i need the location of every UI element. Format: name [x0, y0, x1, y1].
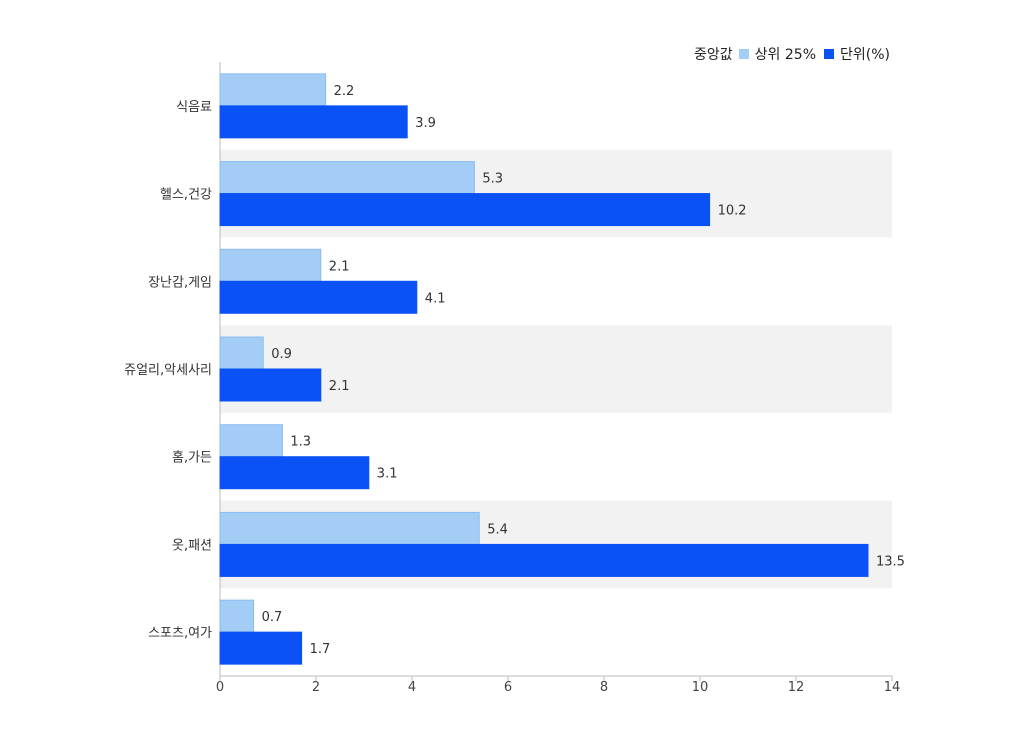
- bar-unit-0: [219, 105, 408, 139]
- chart-legend: 중앙값 상위 25% 단위(%): [694, 44, 896, 64]
- data-label-unit-5: 13.5: [876, 554, 905, 569]
- bar-top25-2: [219, 248, 322, 282]
- category-label-1: 헬스,건강: [160, 188, 212, 203]
- bar-unit-4: [219, 456, 370, 490]
- bar-top25-1: [219, 161, 475, 195]
- x-tick-label-2: 2: [312, 680, 320, 695]
- x-tick-label-6: 6: [504, 680, 512, 695]
- category-label-5: 옷,패션: [172, 538, 212, 553]
- bar-unit-3: [219, 368, 322, 402]
- bar-unit-5: [219, 543, 869, 577]
- data-label-top25-2: 2.1: [329, 259, 350, 274]
- legend-swatch-top25: [738, 49, 749, 59]
- category-label-2: 장난감,게임: [148, 275, 212, 290]
- bar-top25-3: [219, 336, 264, 370]
- bar-unit-2: [219, 280, 418, 314]
- category-band-3: [220, 325, 892, 413]
- category-label-3: 쥬얼리,악세사리: [124, 363, 212, 378]
- data-label-unit-1: 10.2: [718, 204, 747, 219]
- data-label-top25-5: 5.4: [487, 522, 508, 537]
- x-tick-label-4: 4: [408, 680, 416, 695]
- bar-unit-1: [219, 193, 711, 227]
- category-label-6: 스포츠,여가: [148, 626, 212, 641]
- bar-unit-6: [219, 631, 303, 665]
- legend-item-top25: 상위 25%: [737, 44, 816, 64]
- legend-label-top25: 상위 25%: [754, 47, 816, 63]
- x-tick-label-10: 10: [692, 680, 709, 695]
- legend-item-unit: 단위(%): [822, 44, 890, 64]
- category-label-4: 홈,가든: [172, 451, 212, 466]
- data-label-unit-6: 1.7: [310, 642, 331, 657]
- data-label-top25-0: 2.2: [334, 84, 355, 99]
- data-label-top25-3: 0.9: [271, 347, 292, 362]
- legend-swatch-unit: [824, 49, 834, 59]
- data-label-unit-4: 3.1: [377, 467, 398, 482]
- data-label-unit-2: 4.1: [425, 291, 446, 306]
- x-tick-label-8: 8: [600, 680, 608, 695]
- data-label-unit-0: 3.9: [415, 116, 436, 131]
- x-tick-label-14: 14: [884, 680, 901, 695]
- bar-top25-0: [219, 73, 327, 107]
- legend-prefix: 중앙값: [694, 47, 733, 63]
- data-label-top25-6: 0.7: [262, 610, 283, 625]
- data-label-top25-4: 1.3: [290, 435, 311, 450]
- bar-top25-6: [219, 599, 255, 633]
- data-label-unit-3: 2.1: [329, 379, 350, 394]
- legend-label-unit: 단위(%): [840, 47, 890, 63]
- bar-top25-5: [219, 511, 480, 545]
- x-tick-label-12: 12: [788, 680, 805, 695]
- category-label-0: 식음료: [176, 100, 212, 115]
- x-tick-label-0: 0: [216, 680, 224, 695]
- bar-top25-4: [219, 424, 283, 458]
- data-label-top25-1: 5.3: [482, 172, 503, 187]
